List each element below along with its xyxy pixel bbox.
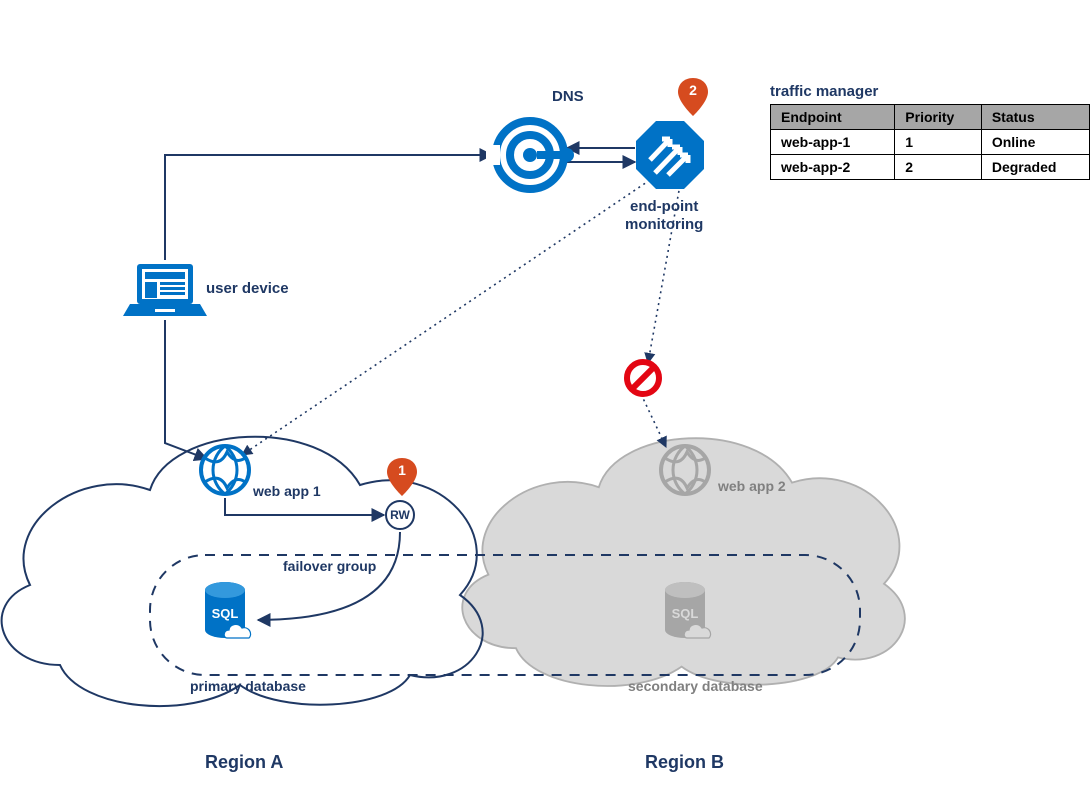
cell-priority: 1 xyxy=(895,130,982,155)
primary-database-label: primary database xyxy=(190,678,306,694)
marker-1: 1 xyxy=(387,458,417,496)
marker-2-number: 2 xyxy=(689,82,697,98)
webapp2-label: web app 2 xyxy=(718,478,786,494)
cell-endpoint: web-app-2 xyxy=(771,155,895,180)
dns-icon xyxy=(486,121,574,189)
region-b-cloud xyxy=(462,438,905,686)
table-header-row: Endpoint Priority Status xyxy=(771,105,1090,130)
rw-label: RW xyxy=(390,508,410,522)
traffic-manager-icon xyxy=(636,121,704,189)
block-icon xyxy=(627,362,659,394)
secondary-db-icon: SQL xyxy=(665,582,711,638)
cell-priority: 2 xyxy=(895,155,982,180)
traffic-manager-table: Endpoint Priority Status web-app-1 1 Onl… xyxy=(770,104,1090,180)
cell-status: Online xyxy=(981,130,1089,155)
dns-label: DNS xyxy=(552,88,584,105)
table-row: web-app-1 1 Online xyxy=(771,130,1090,155)
edge-tm-to-webapp1 xyxy=(242,180,650,455)
endpoint-monitoring-label: end-point monitoring xyxy=(625,198,703,234)
col-priority: Priority xyxy=(895,105,982,130)
secondary-database-label: secondary database xyxy=(628,678,763,694)
marker-1-number: 1 xyxy=(398,462,406,478)
cell-status: Degraded xyxy=(981,155,1089,180)
laptop-icon xyxy=(123,264,207,316)
region-b-label: Region B xyxy=(645,752,724,773)
edge-user-to-dns xyxy=(165,155,492,260)
region-a-label: Region A xyxy=(205,752,283,773)
edge-user-to-webapp1 xyxy=(165,320,207,459)
cell-endpoint: web-app-1 xyxy=(771,130,895,155)
edge-rw-to-primarydb xyxy=(258,532,400,620)
primary-db-icon: SQL xyxy=(205,582,251,638)
webapp1-icon xyxy=(201,446,249,494)
failover-group-label: failover group xyxy=(283,558,376,574)
marker-2: 2 xyxy=(678,78,708,116)
table-row: web-app-2 2 Degraded xyxy=(771,155,1090,180)
edge-block-to-webapp2 xyxy=(641,394,666,447)
col-status: Status xyxy=(981,105,1089,130)
svg-text:SQL: SQL xyxy=(672,606,699,621)
webapp1-label: web app 1 xyxy=(253,483,321,499)
rw-listener: RW xyxy=(385,500,415,530)
edge-webapp1-to-rw xyxy=(225,498,384,515)
user-device-label: user device xyxy=(206,280,289,297)
traffic-manager-label: traffic manager xyxy=(770,83,878,100)
col-endpoint: Endpoint xyxy=(771,105,895,130)
svg-text:SQL: SQL xyxy=(212,606,239,621)
